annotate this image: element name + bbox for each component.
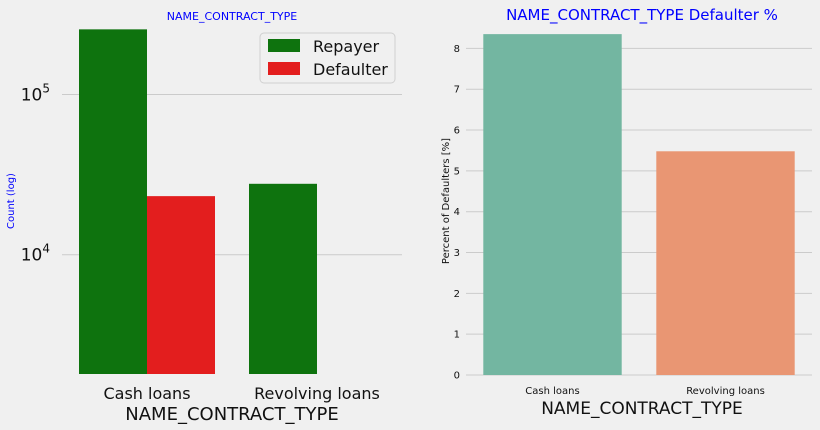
bar-percent	[483, 34, 622, 375]
y-tick-label: 105	[21, 81, 50, 105]
bar-percent	[656, 151, 795, 375]
percent-chart-title: NAME_CONTRACT_TYPE Defaulter %	[506, 6, 778, 25]
bar-repayer	[249, 183, 317, 374]
y-tick-label: 0	[454, 371, 460, 382]
x-tick-label: Revolving loans	[254, 384, 380, 403]
count-chart-title: NAME_CONTRACT_TYPE	[167, 10, 297, 23]
y-tick-label: 3	[454, 248, 460, 259]
x-tick-label: Cash loans	[103, 384, 190, 403]
percent-chart-x-ticks: Cash loans Revolving loans	[525, 386, 765, 397]
percent-chart-x-label: NAME_CONTRACT_TYPE	[541, 399, 743, 419]
y-tick-label: 7	[454, 85, 460, 96]
legend-swatch	[268, 39, 300, 52]
bar-repayer	[79, 29, 147, 375]
legend-label: Defaulter	[313, 60, 388, 79]
y-tick-label: 1	[454, 330, 460, 341]
count-chart-x-label: NAME_CONTRACT_TYPE	[125, 404, 338, 425]
y-tick-label: 8	[454, 44, 460, 55]
y-tick-label: 5	[454, 166, 460, 177]
x-tick-label: Revolving loans	[686, 386, 765, 397]
count-chart: NAME_CONTRACT_TYPE 104 105 Cash loans Revo…	[6, 10, 402, 425]
bar-defaulter	[147, 196, 215, 374]
y-tick-label: 104	[21, 242, 50, 266]
x-tick-label: Cash loans	[525, 386, 579, 397]
count-chart-y-ticks: 104 105	[21, 81, 50, 265]
percent-chart-y-ticks: 0 1 2 3 4 5 6 7 8	[454, 44, 460, 382]
percent-chart-bars	[483, 34, 795, 375]
count-chart-legend: Repayer Defaulter	[259, 32, 396, 84]
percent-chart-y-label: Percent of Defaulters [%]	[441, 138, 452, 264]
legend-swatch	[268, 62, 300, 75]
legend-label: Repayer	[313, 37, 380, 56]
y-tick-label: 2	[454, 289, 460, 300]
y-tick-label: 4	[454, 207, 460, 218]
y-tick-label: 6	[454, 126, 460, 137]
count-chart-y-label: Count (log)	[6, 173, 17, 229]
defaulter-percent-chart: NAME_CONTRACT_TYPE Defaulter % 0 1 2 3 4 5 6 7 8…	[441, 6, 812, 419]
count-chart-x-ticks: Cash loans Revolving loans	[103, 384, 379, 403]
count-chart-bars	[79, 29, 317, 375]
